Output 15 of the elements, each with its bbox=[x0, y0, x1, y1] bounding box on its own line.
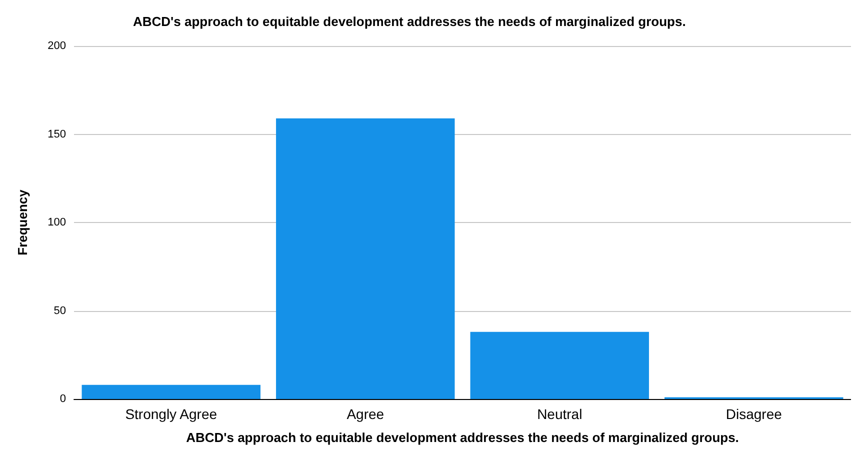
bar bbox=[276, 118, 455, 399]
x-tick-label: Disagree bbox=[726, 406, 782, 422]
x-axis-title: ABCD's approach to equitable development addresses the needs of marginalized groups. bbox=[186, 430, 739, 445]
y-tick-label: 200 bbox=[48, 40, 66, 52]
y-tick-label: 150 bbox=[48, 128, 66, 140]
chart-title: ABCD's approach to equitable development addresses the needs of marginalized groups. bbox=[133, 14, 686, 29]
y-tick-label: 100 bbox=[48, 216, 66, 228]
y-axis-title: Frequency bbox=[15, 188, 30, 256]
bar bbox=[82, 384, 260, 399]
x-tick-label: Agree bbox=[346, 406, 384, 422]
bar bbox=[470, 332, 649, 399]
y-tick-label: 0 bbox=[60, 393, 66, 405]
y-tick-label: 50 bbox=[54, 304, 66, 317]
x-tick-label: Neutral bbox=[537, 406, 582, 422]
x-tick-label: Strongly Agree bbox=[125, 406, 218, 422]
